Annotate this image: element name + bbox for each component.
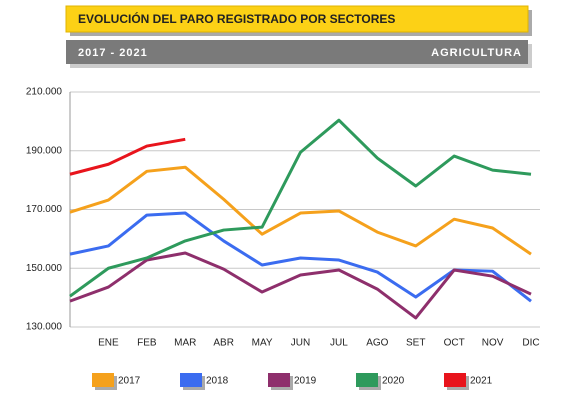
x-tick-label: NOV [482,338,504,349]
sector-label: AGRICULTURA [431,47,522,59]
series-line [69,251,532,320]
legend-swatch [92,373,114,387]
x-tick-label: ENE [98,338,119,349]
x-tick-label: ABR [213,338,234,349]
y-tick-label: 150.000 [26,263,63,274]
x-tick-label: OCT [444,338,465,349]
x-tick-label: MAY [252,338,273,349]
legend-swatch [180,373,202,387]
legend-label: 2017 [118,376,141,387]
x-tick-label: SET [406,338,425,349]
x-tick-label: JUL [330,338,348,349]
x-tick-label: AGO [366,338,388,349]
subtitle: 2017 - 2021 [78,47,148,59]
series-line [69,165,532,256]
legend-swatch [268,373,290,387]
subtitle-bar [66,40,528,64]
series-line [69,118,532,298]
y-tick-label: 190.000 [26,145,63,156]
x-tick-label: FEB [137,338,157,349]
legend-swatch [444,373,466,387]
y-tick-label: 210.000 [26,87,63,98]
legend-label: 2020 [382,376,405,387]
x-tick-label: JUN [291,338,310,349]
y-tick-label: 130.000 [26,322,63,333]
chart-title: EVOLUCIÓN DEL PARO REGISTRADO POR SECTOR… [78,11,395,26]
y-tick-label: 170.000 [26,204,63,215]
x-tick-label: DIC [522,338,539,349]
legend-label: 2019 [294,376,317,387]
series-line [69,211,532,303]
legend-label: 2018 [206,376,229,387]
legend-swatch [356,373,378,387]
x-tick-label: MAR [174,338,196,349]
series-line [69,137,186,176]
legend-label: 2021 [470,376,493,387]
title-bar [65,5,529,33]
